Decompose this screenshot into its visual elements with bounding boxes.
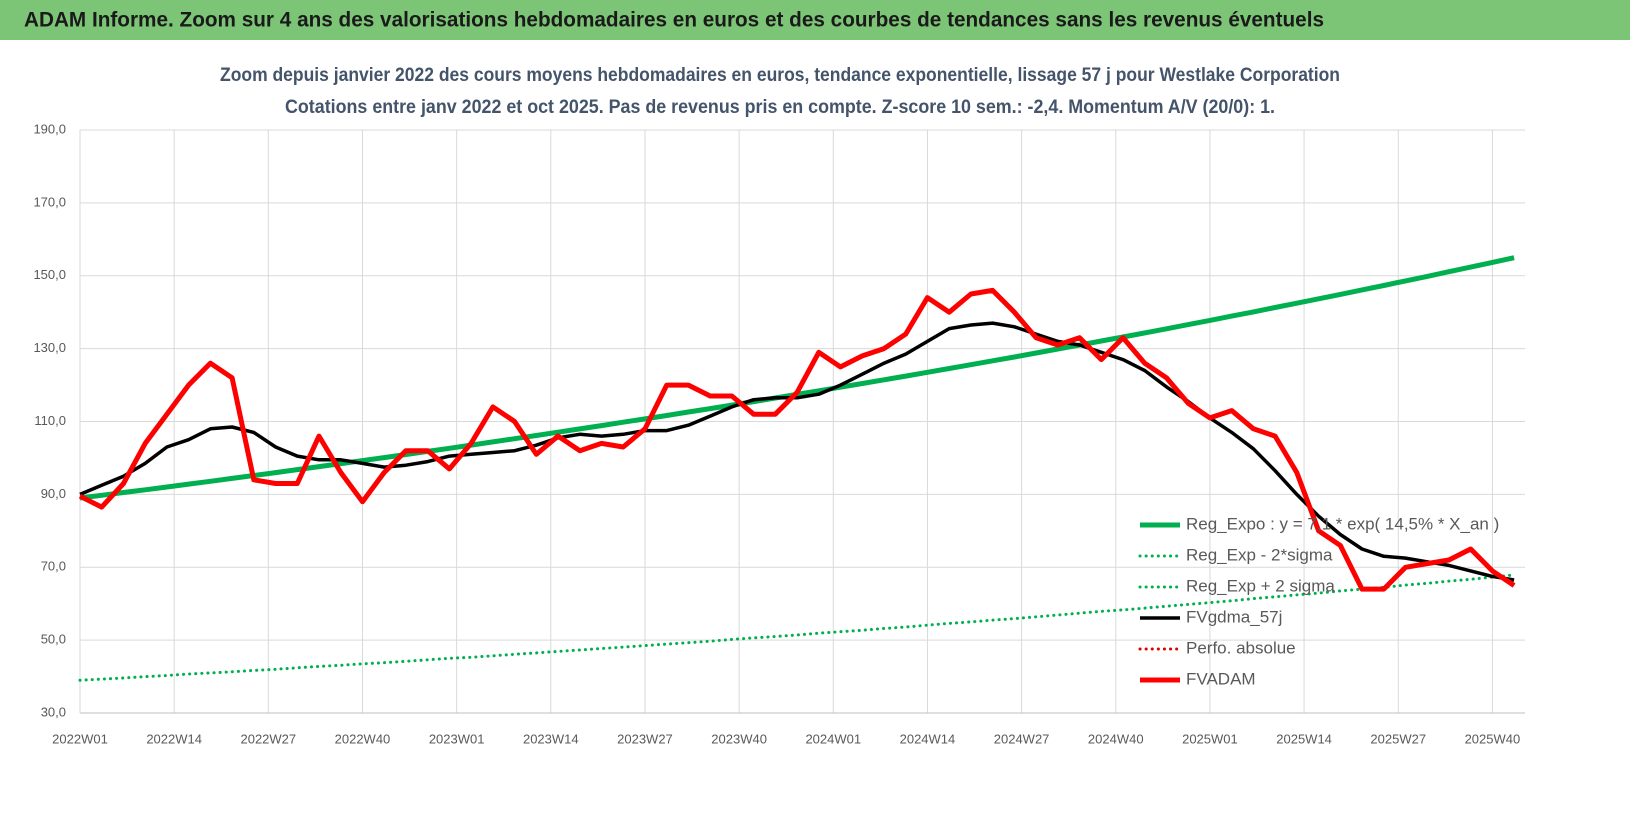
x-tick-label: 2023W01 [429,731,485,746]
y-tick-label: 50,0 [41,632,66,647]
y-tick-label: 30,0 [41,704,66,719]
x-tick-label: 2025W40 [1465,731,1521,746]
x-tick-label: 2025W27 [1370,731,1426,746]
y-tick-label: 190,0 [33,121,66,136]
y-tick-label: 150,0 [33,267,66,282]
x-tick-label: 2022W27 [240,731,296,746]
x-tick-label: 2024W27 [994,731,1050,746]
y-tick-label: 90,0 [41,486,66,501]
y-tick-label: 170,0 [33,194,66,209]
y-tick-label: 70,0 [41,559,66,574]
legend-label: Reg_Exp + 2 sigma [1186,576,1335,595]
x-tick-label: 2022W01 [52,731,108,746]
legend-label: FVgdma_57j [1186,607,1282,626]
header-bar [0,0,1630,40]
x-tick-label: 2025W01 [1182,731,1238,746]
x-tick-label: 2023W14 [523,731,579,746]
legend-label: Perfo. absolue [1186,638,1296,657]
x-tick-label: 2023W27 [617,731,673,746]
series-line [79,255,1515,501]
legend: Reg_Expo : y = 7,1 * exp( 14,5% * X_an )… [1138,514,1499,688]
series-line [78,287,1516,592]
x-tick-label: 2024W40 [1088,731,1144,746]
series-group [78,255,1516,682]
series-line [79,321,1515,582]
chart-subtitle: Cotations entre janv 2022 et oct 2025. P… [285,97,1275,118]
series-line [78,573,1516,682]
legend-label: FVADAM [1186,669,1256,688]
legend-label: Reg_Exp - 2*sigma [1186,545,1333,564]
chart-title: Zoom depuis janvier 2022 des cours moyen… [220,65,1340,86]
x-tick-label: 2025W14 [1276,731,1332,746]
header-title: ADAM Informe. Zoom sur 4 ans des valoris… [24,9,1324,32]
plot-area: 30,0 50,0 70,0 90,0 110,0 130,0 150,0 170,0 190,… [33,121,1525,746]
legend-label: Reg_Expo : y = 7,1 * exp( 14,5% * X_an ) [1186,514,1499,533]
y-tick-label: 130,0 [33,340,66,355]
subtitle-box [210,60,1350,126]
x-tick-label: 2024W14 [900,731,956,746]
x-tick-label: 2022W40 [335,731,391,746]
x-tick-label: 2023W40 [711,731,767,746]
y-tick-label: 110,0 [34,413,66,428]
x-tick-label: 2022W14 [146,731,202,746]
x-tick-label: 2024W01 [805,731,861,746]
